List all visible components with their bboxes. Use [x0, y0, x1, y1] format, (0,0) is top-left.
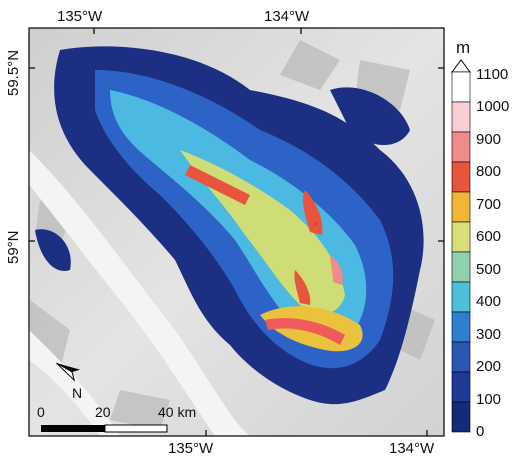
- colorbar-unit: m: [456, 38, 471, 57]
- colorbar-tick-label: 100: [476, 390, 502, 408]
- colorbar-arrow-icon: [451, 59, 471, 73]
- colorbar-segment: [451, 101, 471, 133]
- colorbar-segment: [451, 221, 471, 253]
- bottom-label-135w: 135°W: [168, 440, 214, 457]
- ice-thickness-layer: [35, 46, 424, 405]
- left-label-59-5n: 59.5°N: [5, 49, 22, 96]
- graticule-ticks: [29, 28, 444, 436]
- colorbar-segment: [451, 191, 471, 223]
- map-frame: [28, 27, 445, 437]
- colorbar-segment: [451, 311, 471, 343]
- scale-label-20: 20: [95, 404, 111, 420]
- colorbar-tick-label: 800: [476, 163, 502, 181]
- colorbar-tick-label: 500: [476, 260, 502, 278]
- water-inlet: [29, 330, 120, 436]
- left-label-59n: 59°N: [5, 230, 22, 264]
- water-channel: [29, 150, 250, 436]
- top-label-135w: 135°W: [57, 8, 103, 25]
- colorbar-tick-label: 900: [476, 130, 502, 148]
- scale-bar: [41, 424, 168, 433]
- scale-label-40km: 40 km: [158, 404, 197, 420]
- colorbar-segment: [451, 71, 471, 103]
- colorbar-segment: [451, 371, 471, 403]
- colorbar-segment: [451, 251, 471, 283]
- colorbar-tick-label: 1000: [476, 98, 510, 116]
- colorbar-tick-label: 700: [476, 195, 502, 213]
- hillshade-texture: [30, 40, 435, 430]
- colorbar-segment: [451, 161, 471, 193]
- colorbar-tick-label: 400: [476, 293, 502, 311]
- bottom-label-134w: 134°W: [389, 440, 435, 457]
- colorbar-segment: [451, 281, 471, 313]
- colorbar-segment: [451, 401, 471, 433]
- north-arrow-icon: [56, 362, 81, 382]
- colorbar: [451, 59, 471, 433]
- colorbar-tick-label: 600: [476, 228, 502, 246]
- colorbar-tick-label: 300: [476, 325, 502, 343]
- colorbar-segment: [451, 341, 471, 373]
- colorbar-tick-label: 1100: [476, 66, 509, 83]
- top-label-134w: 134°W: [264, 8, 310, 25]
- colorbar-tick-label: 200: [476, 358, 502, 376]
- north-arrow-label: N: [72, 385, 83, 401]
- scale-label-0: 0: [37, 404, 45, 420]
- colorbar-segment: [451, 131, 471, 163]
- colorbar-tick-label: 0: [476, 423, 485, 440]
